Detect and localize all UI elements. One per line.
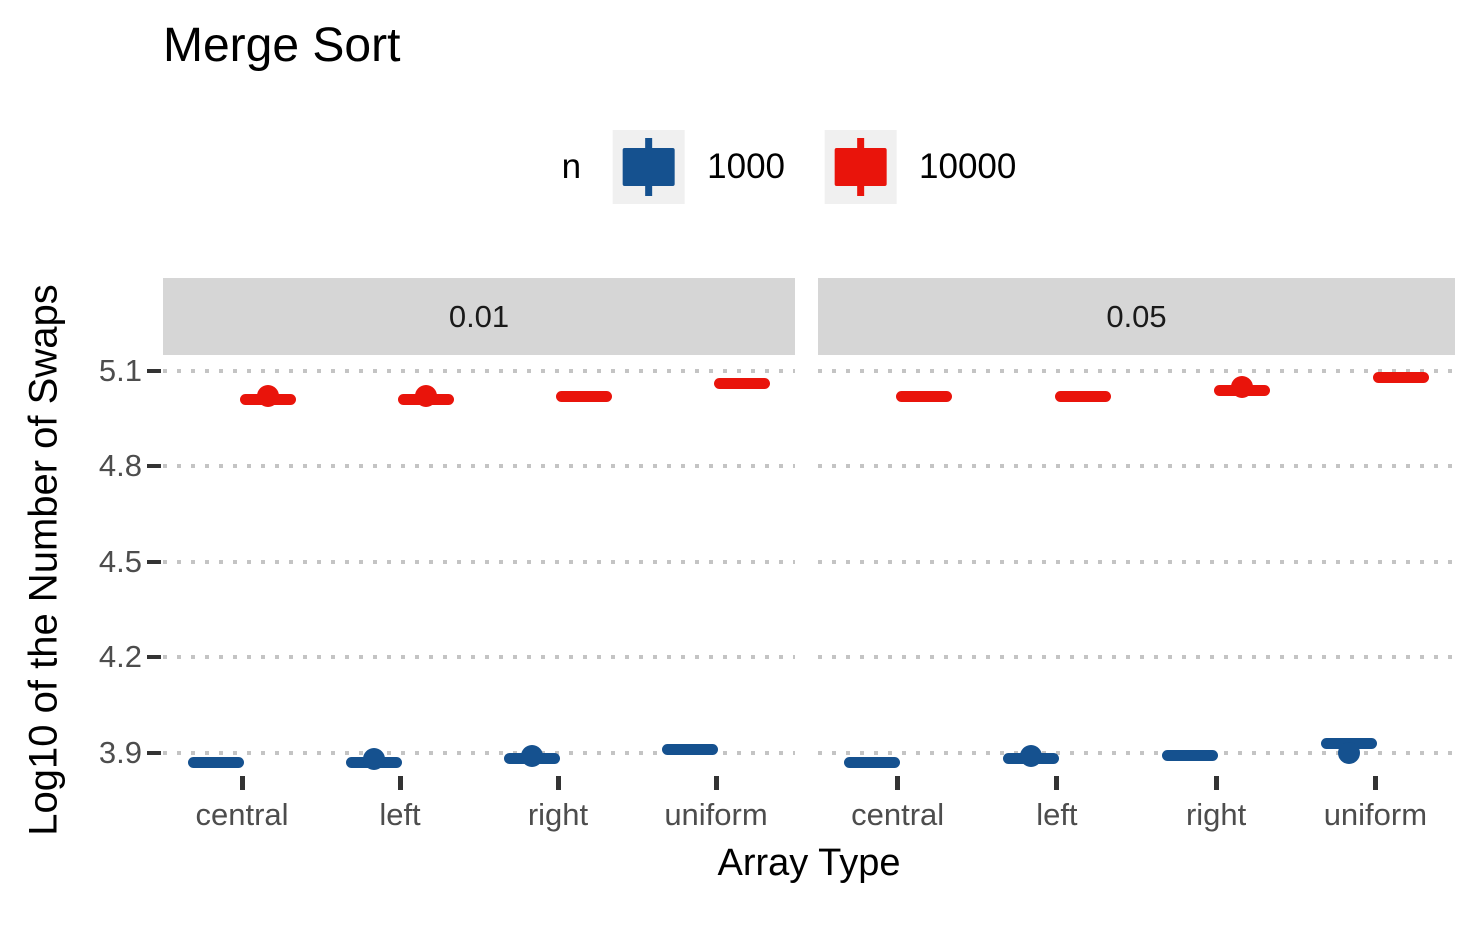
gridline-4.2 <box>163 655 795 660</box>
boxplot-key-icon-10000 <box>825 130 898 204</box>
gridline-3.9 <box>163 750 795 755</box>
box-10000-right <box>556 390 612 402</box>
box-1000-central <box>188 756 244 768</box>
y-tick-label: 5.1 <box>98 353 142 388</box>
panel-0.05 <box>818 355 1455 772</box>
x-axis-title: Array Type <box>717 842 901 884</box>
y-tick-mark <box>147 369 161 373</box>
box-10000-uniform <box>1373 371 1430 383</box>
gridline-4.5 <box>163 559 795 564</box>
gridline-5.1 <box>163 369 795 373</box>
x-tick-mark <box>555 776 561 790</box>
facet-strip-0.01: 0.01 <box>163 278 795 355</box>
box-1000-uniform <box>662 743 718 755</box>
outlier-point-1000-right <box>521 744 543 767</box>
x-tick-mark <box>1372 776 1378 790</box>
x-tick-mark <box>1054 776 1060 790</box>
facet-strip-label: 0.05 <box>1106 298 1167 334</box>
gridline-3.9 <box>818 750 1455 755</box>
gridline-4.5 <box>818 559 1455 564</box>
x-tick-label-uniform: uniform <box>1323 797 1428 832</box>
facet-strip-0.05: 0.05 <box>818 278 1455 355</box>
y-tick-label: 3.9 <box>98 734 142 770</box>
y-tick-label: 4.2 <box>98 639 142 675</box>
y-tick-mark <box>147 750 161 755</box>
legend-title: n <box>561 147 582 186</box>
x-tick-mark <box>397 776 403 790</box>
x-tick-label-central: central <box>195 797 289 832</box>
outlier-point-10000-right <box>1231 375 1254 398</box>
facet-strip-label: 0.01 <box>448 298 510 334</box>
x-tick-label-left: left <box>1036 797 1078 832</box>
legend: n 1000 10000 <box>562 130 1057 204</box>
boxplot-key-icon-1000 <box>613 130 686 204</box>
x-tick-mark <box>895 776 901 790</box>
y-tick-mark <box>147 464 161 469</box>
x-tick-mark <box>239 776 245 790</box>
outlier-point-1000-left <box>363 747 385 770</box>
legend-label-1000: 1000 <box>707 147 786 186</box>
y-tick-label: 4.5 <box>98 543 142 579</box>
gridline-4.2 <box>818 655 1455 660</box>
x-tick-label-left: left <box>379 797 421 832</box>
outlier-point-1000-uniform <box>1338 741 1361 764</box>
y-tick-label: 4.8 <box>98 448 142 484</box>
gridline-4.8 <box>818 464 1455 469</box>
boxplot-key-box <box>835 148 888 186</box>
outlier-point-1000-left <box>1019 744 1042 767</box>
y-tick-mark <box>147 559 161 564</box>
outlier-point-10000-left <box>415 385 437 408</box>
x-tick-label-right: right <box>527 797 589 832</box>
gridline-5.1 <box>818 369 1455 373</box>
box-10000-uniform <box>714 378 770 390</box>
box-1000-central <box>843 756 900 768</box>
x-tick-label-uniform: uniform <box>664 797 768 832</box>
legend-label-10000: 10000 <box>919 147 1017 186</box>
x-tick-label-right: right <box>1185 797 1247 832</box>
gridline-4.8 <box>163 464 795 469</box>
chart-title: Merge Sort <box>163 19 401 72</box>
x-tick-mark <box>1213 776 1219 790</box>
box-1000-right <box>1162 750 1219 762</box>
box-10000-central <box>895 390 952 402</box>
x-tick-label-central: central <box>851 797 945 832</box>
boxplot-key-box <box>623 148 676 186</box>
outlier-point-10000-central <box>257 385 279 408</box>
x-tick-mark <box>713 776 719 790</box>
box-10000-left <box>1054 390 1111 402</box>
panel-0.01 <box>163 355 795 772</box>
y-tick-mark <box>147 655 161 660</box>
